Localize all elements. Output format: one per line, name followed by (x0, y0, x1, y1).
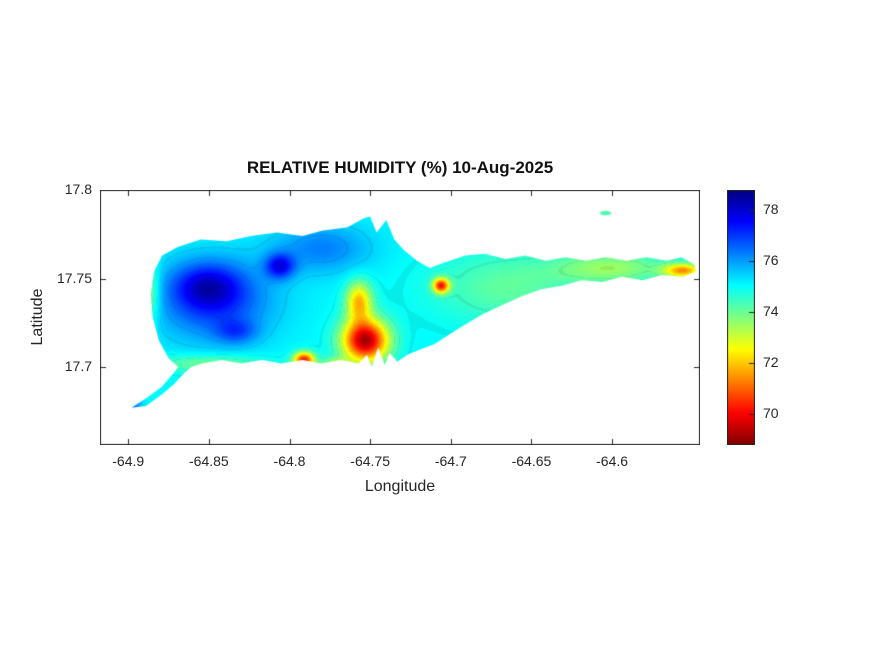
x-tick-label: -64.8 (273, 453, 306, 469)
colorbar-tick-label: 76 (763, 252, 779, 269)
colorbar-tick-label: 72 (763, 354, 779, 371)
x-tick-label: -64.7 (434, 453, 467, 469)
colorbar-canvas (727, 190, 755, 445)
x-tick-label: -64.85 (189, 453, 229, 469)
chart-title: RELATIVE HUMIDITY (%) 10-Aug-2025 (246, 158, 554, 177)
x-tick-label: -64.65 (511, 453, 552, 469)
y-tick-label: 17.8 (64, 181, 92, 197)
contour-map-canvas (100, 190, 700, 445)
x-tick-label: -64.75 (350, 453, 391, 469)
colorbar-tick-label: 74 (763, 303, 779, 320)
y-tick-label: 17.75 (56, 269, 92, 286)
x-axis-label: Longitude (364, 478, 436, 495)
x-tick-label: -64.9 (112, 453, 145, 469)
colorbar-tick-label: 70 (763, 405, 779, 422)
colorbar-tick-label: 78 (763, 201, 779, 218)
y-tick-label: 17.7 (64, 358, 92, 375)
x-tick-label: -64.6 (596, 453, 629, 469)
y-axis-label: Latitude (29, 288, 46, 346)
